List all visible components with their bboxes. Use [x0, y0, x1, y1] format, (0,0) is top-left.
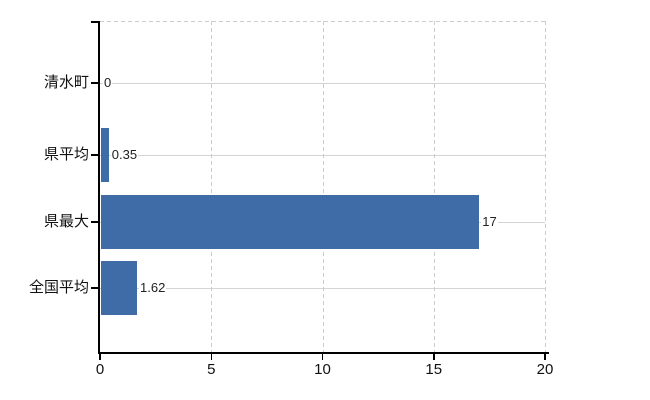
y-axis-tick: [91, 221, 98, 223]
x-axis-tick: [433, 354, 435, 360]
x-tick-label: 0: [95, 361, 105, 378]
value-label: 1.62: [139, 280, 167, 296]
y-axis-tick: [91, 287, 98, 289]
x-axis-tick: [210, 354, 212, 360]
x-axis-tick: [99, 354, 101, 360]
x-axis-tick: [321, 354, 324, 360]
gridline-vertical: [545, 21, 546, 352]
y-axis-tick: [91, 21, 98, 23]
category-label: 県平均: [43, 146, 89, 163]
x-tick-label: 10: [314, 361, 331, 378]
gridline-vertical: [433, 21, 435, 352]
bar: [101, 261, 138, 315]
gridline-vertical: [211, 21, 213, 352]
bar: [101, 128, 109, 182]
y-axis-tick: [91, 154, 98, 156]
x-axis-line: [98, 352, 549, 354]
bar: [101, 195, 480, 249]
x-tick-label: 15: [425, 361, 443, 378]
x-tick-label: 5: [207, 361, 216, 378]
category-label: 清水町: [43, 74, 89, 91]
value-label: 0.35: [110, 147, 139, 163]
y-axis-line: [98, 21, 100, 353]
value-label: 17: [481, 214, 498, 230]
category-label: 県最大: [43, 213, 89, 230]
category-label: 全国平均: [28, 279, 89, 296]
x-tick-label: 20: [536, 361, 554, 378]
x-axis-tick: [544, 354, 546, 360]
y-axis-tick: [91, 82, 98, 84]
value-label: 0: [103, 75, 113, 91]
gridline-vertical: [322, 21, 324, 352]
